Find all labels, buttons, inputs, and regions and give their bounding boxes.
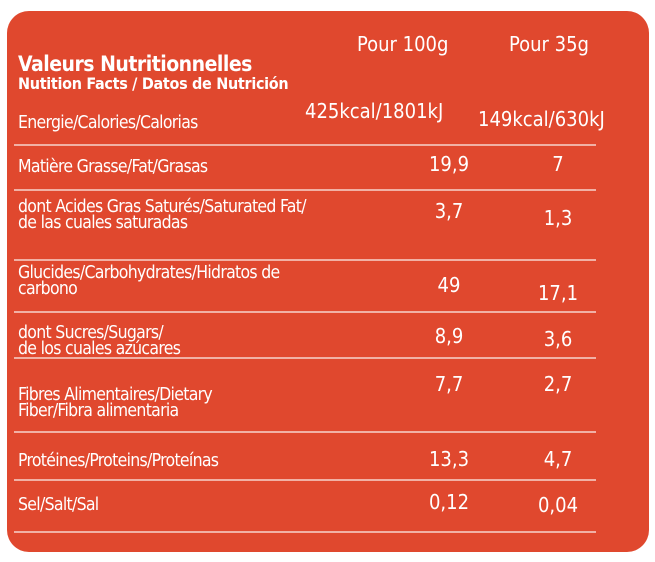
value-per-35g: 3,6 [543, 327, 573, 351]
label-line: dont Acides Gras Saturés/Saturated Fat/ [18, 197, 306, 217]
row-label: Protéines/Proteins/Proteínas [18, 451, 219, 471]
row-label: dont Sucres/Sugars/ de los cuales azúcar… [18, 323, 181, 359]
value-per-35g: 17,1 [537, 281, 579, 305]
value-per-100g: 19,9 [428, 152, 470, 176]
value-per-100g: 7,7 [434, 372, 464, 396]
value-per-35g: 1,3 [543, 206, 573, 230]
column-header-35g: Pour 35g [509, 32, 589, 56]
value-per-100g: 8,9 [434, 324, 464, 348]
value-per-35g: 4,7 [543, 447, 573, 471]
label-line: Energie/Calories/Calorias [18, 113, 198, 133]
row-label: Matière Grasse/Fat/Grasas [18, 157, 208, 177]
row-label: dont Acides Gras Saturés/Saturated Fat/ … [18, 197, 306, 233]
value-per-35g: 7 [552, 152, 564, 176]
row-separator [14, 531, 596, 533]
label-line: Sel/Salt/Sal [18, 495, 99, 515]
row-separator [14, 431, 596, 433]
value-per-100g: 3,7 [434, 199, 464, 223]
row-separator [14, 357, 596, 359]
label-line: dont Sucres/Sugars/ [18, 323, 164, 343]
row-label: Fibres Alimentaires/Dietary Fiber/Fibra … [18, 385, 213, 421]
column-header-100g: Pour 100g [357, 32, 449, 56]
value-per-100g: 0,12 [428, 490, 470, 514]
table-title: Valeurs Nutritionnelles [18, 52, 252, 76]
label-line: Matière Grasse/Fat/Grasas [18, 157, 208, 177]
label-line: Fiber/Fibra alimentaria [18, 401, 179, 421]
value-per-100g: 13,3 [428, 447, 470, 471]
label-line: Glucides/Carbohydrates/Hidratos de [18, 263, 280, 283]
row-label: Sel/Salt/Sal [18, 495, 99, 515]
value-per-100g: 49 [437, 273, 461, 297]
value-per-35g: 0,04 [537, 493, 579, 517]
row-separator [14, 311, 596, 313]
row-separator [14, 144, 596, 146]
row-label: Glucides/Carbohydrates/Hidratos de carbo… [18, 263, 280, 299]
row-separator [14, 189, 596, 191]
label-line: carbono [18, 279, 78, 299]
value-per-100g: 425kcal/1801kJ [305, 99, 444, 123]
label-line: Fibres Alimentaires/Dietary [18, 385, 213, 405]
value-per-35g: 149kcal/630kJ [478, 107, 605, 131]
label-line: Protéines/Proteins/Proteínas [18, 451, 219, 471]
table-subtitle: Nutition Facts / Datos de Nutrición [18, 74, 289, 93]
label-line: de las cuales saturadas [18, 213, 188, 233]
row-label: Energie/Calories/Calorias [18, 113, 198, 133]
row-separator [14, 259, 596, 261]
label-line: de los cuales azúcares [18, 339, 181, 359]
row-separator [14, 479, 596, 481]
nutrition-panel: Valeurs Nutritionnelles Nutition Facts /… [7, 11, 649, 552]
value-per-35g: 2,7 [543, 372, 573, 396]
